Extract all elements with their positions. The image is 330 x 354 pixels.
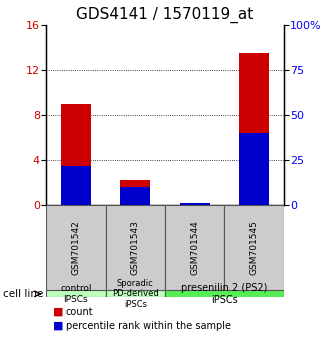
Bar [61, 166, 91, 205]
Text: presenilin 2 (PS2)
iPSCs: presenilin 2 (PS2) iPSCs [181, 283, 268, 305]
Text: cell line: cell line [3, 289, 44, 299]
Bar [165, 290, 284, 297]
Bar [46, 290, 106, 297]
Bar [106, 205, 165, 290]
Title: GDS4141 / 1570119_at: GDS4141 / 1570119_at [76, 7, 254, 23]
Text: count: count [66, 307, 94, 316]
Bar [239, 53, 269, 205]
Bar [165, 205, 224, 290]
Bar [224, 205, 284, 290]
Text: ■: ■ [53, 307, 63, 316]
Text: GSM701542: GSM701542 [71, 221, 81, 275]
Bar [239, 133, 269, 205]
Text: Sporadic
PD-derived
iPSCs: Sporadic PD-derived iPSCs [112, 279, 159, 309]
Bar [120, 187, 150, 205]
Text: control
IPSCs: control IPSCs [60, 284, 92, 303]
Bar [46, 205, 106, 290]
Text: GSM701543: GSM701543 [131, 220, 140, 275]
Text: ■: ■ [53, 321, 63, 331]
Bar [180, 202, 210, 205]
Bar [120, 181, 150, 205]
Bar [106, 290, 165, 297]
Text: GSM701544: GSM701544 [190, 221, 199, 275]
Bar [61, 104, 91, 205]
Text: GSM701545: GSM701545 [249, 220, 259, 275]
Text: percentile rank within the sample: percentile rank within the sample [66, 321, 231, 331]
